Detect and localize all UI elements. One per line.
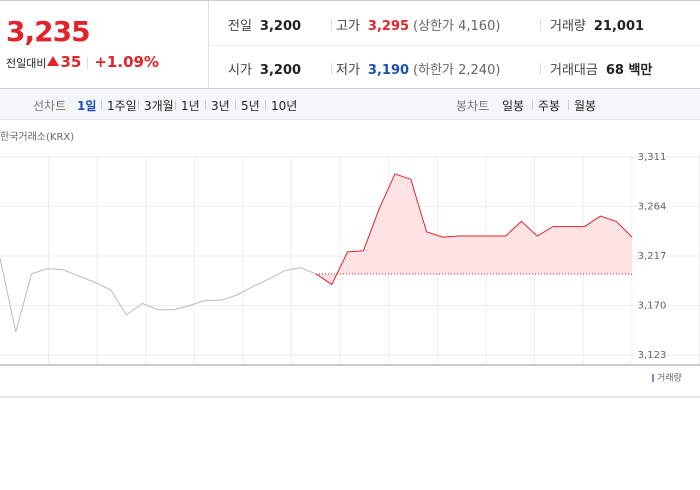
- tab-candle[interactable]: 월봉: [574, 99, 597, 113]
- tab-period[interactable]: 3개월: [144, 99, 174, 113]
- stat-value: 3,295: [367, 19, 410, 34]
- separator: [331, 19, 332, 31]
- stat-label: 전일: [228, 19, 252, 34]
- tab-period[interactable]: 10년: [271, 99, 298, 113]
- chart: 한국거래소(KRX) 3,311 3,264 3,217 3,170 3,123 거래량: [0, 131, 700, 398]
- quote-summary: 3,235 전일대비 35 +1.09% 전일 3,200 고가 3,295 (상한가 4,…: [0, 0, 700, 88]
- stat-label: 저가: [336, 63, 360, 78]
- separator: [235, 100, 236, 110]
- change-label: 전일대비: [6, 57, 47, 70]
- stat-label: 거래대금: [550, 63, 598, 78]
- line-chart-label: 선차트: [33, 99, 67, 113]
- separator: [101, 100, 102, 110]
- separator: [331, 63, 332, 75]
- price-line: [315, 173, 633, 286]
- chart-tabs: 선차트 1일 1주일 3개월 1년 3년 5년 10년 봉차트 일봉 주봉 월봉: [0, 88, 700, 120]
- tab-candle[interactable]: 주봉: [538, 99, 561, 113]
- stat-label: 거래량: [550, 19, 586, 34]
- price: 3,235: [6, 15, 91, 48]
- tab-period[interactable]: 1일: [77, 99, 97, 113]
- tab-period[interactable]: 1주일: [107, 99, 137, 113]
- stat-label: 시가: [228, 63, 252, 78]
- stat: 고가 3,295 (상한가 4,160): [336, 15, 500, 34]
- stat-value: 3,200: [259, 63, 302, 78]
- y-tick-label: 3,264: [638, 202, 667, 213]
- stat-extra: (하한가 2,240): [413, 63, 501, 78]
- change: 전일대비 35 +1.09%: [6, 53, 159, 71]
- price-area: [316, 173, 632, 285]
- separator: [540, 19, 541, 31]
- price-line: [0, 258, 317, 332]
- up-arrow: [47, 56, 60, 66]
- y-tick-label: 3,217: [638, 251, 667, 262]
- y-tick-label: 3,311: [638, 152, 667, 163]
- stat: 전일 3,200: [228, 15, 301, 34]
- price-panel: 3,235 전일대비 35 +1.09%: [0, 1, 209, 88]
- stat-value: 21,001: [593, 19, 645, 34]
- separator: [175, 100, 176, 110]
- stat-extra: (상한가 4,160): [413, 19, 501, 34]
- stat-value: 68 백만: [605, 63, 653, 78]
- separator: [532, 100, 533, 110]
- y-tick-label: 3,170: [638, 301, 667, 312]
- tab-candle[interactable]: 일봉: [502, 99, 525, 113]
- separator: [205, 100, 206, 110]
- stat-value: 3,190: [367, 63, 410, 78]
- stat: 거래대금 68 백만: [550, 59, 652, 78]
- separator: [540, 63, 541, 75]
- change-amount: 35: [60, 53, 82, 71]
- separator: [568, 100, 569, 110]
- stat-label: 고가: [336, 19, 360, 34]
- stat: 시가 3,200: [228, 59, 301, 78]
- stat: 거래량 21,001: [550, 15, 644, 34]
- stat: 저가 3,190 (하한가 2,240): [336, 59, 500, 78]
- separator: [265, 100, 266, 110]
- divider: [208, 45, 700, 46]
- source: 한국거래소(KRX): [0, 131, 74, 143]
- y-tick-label: 3,123: [638, 350, 667, 361]
- change-rate: +1.09%: [94, 53, 159, 71]
- tab-period[interactable]: 1년: [181, 99, 200, 113]
- volume-legend-swatch: [652, 374, 654, 382]
- candle-chart-label: 봉차트: [456, 99, 490, 113]
- volume-legend: 거래량: [657, 372, 682, 384]
- tab-period[interactable]: 3년: [211, 99, 230, 113]
- stat-value: 3,200: [259, 19, 302, 34]
- tab-period[interactable]: 5년: [241, 99, 260, 113]
- separator: [138, 100, 139, 110]
